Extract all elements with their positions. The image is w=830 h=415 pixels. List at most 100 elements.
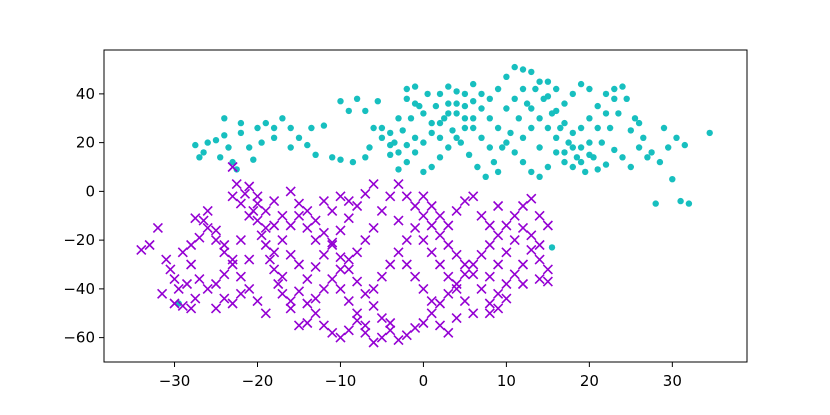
data-point-x — [210, 303, 222, 314]
data-point-circle — [602, 110, 610, 117]
data-point-x — [418, 235, 429, 246]
data-point-x — [194, 274, 205, 285]
data-point-circle — [511, 149, 518, 156]
data-point-circle — [258, 139, 265, 146]
data-point-x — [318, 283, 329, 294]
data-point-x — [269, 196, 280, 207]
data-point-circle — [519, 134, 527, 141]
data-point-x — [368, 337, 379, 348]
data-point-circle — [577, 158, 585, 166]
data-point-x — [368, 283, 379, 294]
data-point-x — [302, 205, 313, 216]
y-tick-label: 0 — [85, 182, 95, 200]
data-point-x — [327, 205, 338, 216]
data-point-x — [434, 298, 446, 309]
data-point-x — [186, 239, 197, 251]
data-point-circle — [623, 95, 630, 103]
data-point-x — [219, 239, 230, 251]
data-point-x — [260, 308, 271, 319]
data-point-x — [376, 271, 387, 282]
data-point-x — [227, 298, 238, 309]
data-point-circle — [474, 163, 481, 171]
data-point-x — [269, 264, 280, 275]
data-point-x — [227, 254, 238, 265]
data-point-x — [194, 232, 205, 243]
data-point-circle — [362, 107, 369, 115]
data-point-x — [210, 278, 222, 290]
data-point-x — [252, 191, 263, 202]
data-point-circle — [407, 115, 415, 122]
x-tick-label: 20 — [580, 372, 599, 390]
data-point-x — [385, 259, 396, 270]
data-point-circle — [478, 105, 485, 112]
data-point-circle — [644, 154, 651, 161]
data-point-circle — [507, 129, 514, 137]
data-point-circle — [445, 100, 452, 107]
data-point-x — [152, 222, 163, 233]
data-point-x — [459, 259, 470, 270]
data-point-circle — [569, 163, 576, 171]
data-point-x — [451, 249, 462, 260]
data-point-x — [493, 259, 504, 270]
data-point-circle — [436, 90, 444, 98]
data-point-circle — [403, 158, 410, 166]
data-point-x — [181, 278, 193, 290]
data-point-circle — [212, 137, 220, 144]
data-point-circle — [436, 134, 444, 141]
data-point-circle — [548, 244, 556, 251]
data-point-x — [360, 320, 371, 331]
data-point-x — [202, 222, 213, 233]
data-point-circle — [254, 124, 261, 132]
data-point-x — [260, 239, 271, 251]
data-point-circle — [478, 90, 485, 98]
data-point-x — [219, 247, 230, 258]
data-point-x — [426, 247, 437, 258]
data-point-circle — [233, 166, 240, 173]
data-point-circle — [611, 146, 618, 154]
data-point-circle — [569, 129, 576, 137]
data-point-circle — [237, 129, 245, 137]
data-point-x — [202, 283, 213, 294]
y-tick-label: 20 — [76, 134, 95, 152]
data-point-x — [177, 247, 188, 258]
data-point-x — [459, 196, 470, 207]
data-point-circle — [553, 85, 560, 93]
data-point-x — [293, 198, 305, 209]
data-point-x — [410, 200, 421, 212]
data-point-circle — [246, 144, 253, 151]
data-point-circle — [602, 161, 610, 168]
data-point-circle — [445, 144, 452, 151]
data-point-circle — [345, 107, 352, 115]
data-point-circle — [432, 102, 440, 110]
data-point-circle — [445, 110, 452, 117]
x-tick-label: 10 — [497, 372, 516, 390]
data-point-x — [484, 271, 495, 282]
data-point-circle — [635, 119, 643, 127]
data-point-circle — [656, 158, 664, 166]
data-point-circle — [411, 100, 419, 107]
data-point-circle — [519, 158, 527, 166]
data-point-x — [376, 313, 387, 324]
data-point-x — [327, 327, 338, 338]
data-point-circle — [279, 115, 286, 122]
data-point-circle — [486, 115, 493, 122]
data-point-circle — [370, 124, 377, 132]
data-point-circle — [544, 93, 552, 100]
data-point-x — [410, 322, 421, 333]
data-point-x — [484, 239, 495, 251]
data-point-circle — [528, 105, 535, 112]
data-point-circle — [685, 200, 693, 207]
data-point-circle — [337, 98, 344, 105]
data-point-x — [177, 300, 188, 311]
data-point-circle — [470, 124, 477, 132]
data-point-circle — [453, 134, 460, 141]
data-point-x — [335, 191, 346, 202]
data-point-x — [310, 261, 321, 272]
data-point-x — [493, 200, 504, 212]
data-points — [136, 63, 713, 348]
data-point-circle — [221, 115, 228, 122]
data-point-x — [277, 235, 288, 246]
data-point-x — [368, 179, 379, 190]
data-point-x — [385, 317, 396, 329]
